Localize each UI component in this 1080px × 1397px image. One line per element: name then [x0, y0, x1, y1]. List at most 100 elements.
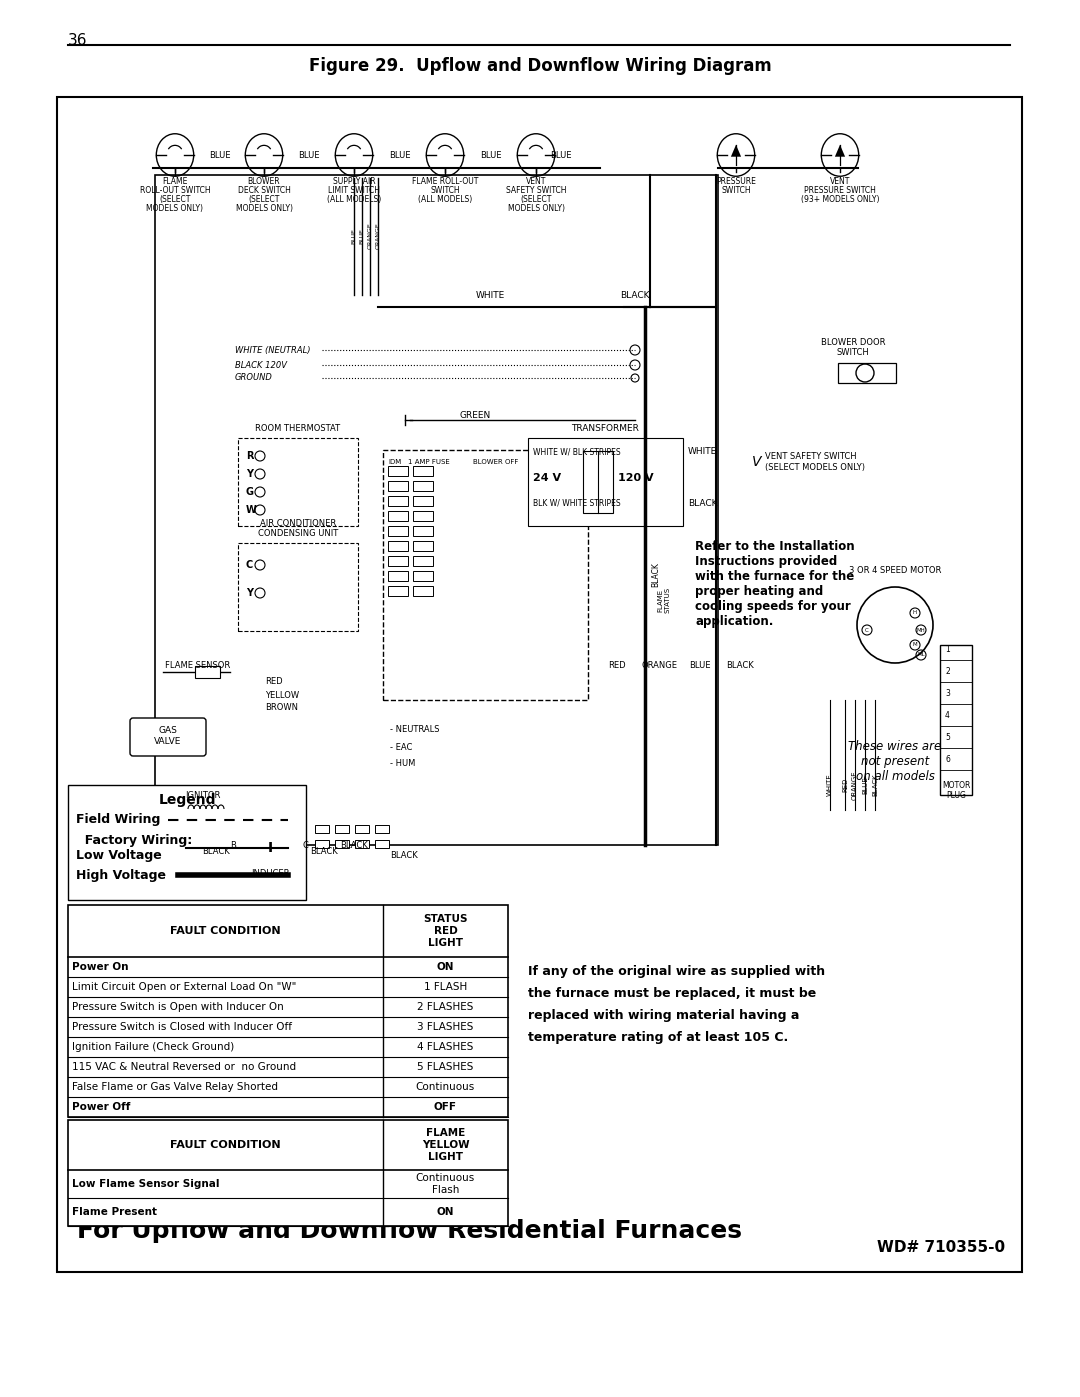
Text: AIR CONDITIONER
CONDENSING UNIT: AIR CONDITIONER CONDENSING UNIT	[258, 518, 338, 538]
Text: SUPPLY AIR: SUPPLY AIR	[333, 177, 376, 186]
Text: PRESSURE: PRESSURE	[716, 177, 756, 186]
Text: Refer to the Installation
Instructions provided
with the furnace for the
proper : Refer to the Installation Instructions p…	[696, 541, 854, 629]
Bar	[185, 803, 230, 814]
Text: ROOM THERMOSTAT: ROOM THERMOSTAT	[256, 425, 340, 433]
Text: Limit Circuit Open or External Load On "W": Limit Circuit Open or External Load On "…	[72, 982, 296, 992]
Text: Pressure Switch is Closed with Inducer Off: Pressure Switch is Closed with Inducer O…	[72, 1023, 292, 1032]
Text: Power Off: Power Off	[72, 1102, 131, 1112]
Text: FLAME: FLAME	[657, 588, 663, 612]
Text: 5 FLASHES: 5 FLASHES	[417, 1062, 474, 1071]
Text: 6: 6	[945, 756, 950, 764]
Text: (SELECT: (SELECT	[521, 196, 552, 204]
Bar	[315, 840, 329, 848]
Text: High Voltage: High Voltage	[76, 869, 166, 882]
Bar	[383, 450, 588, 700]
Text: BLACK: BLACK	[390, 851, 418, 859]
Text: GREEN: GREEN	[459, 411, 490, 419]
Text: RED: RED	[265, 676, 283, 686]
Text: BLACK: BLACK	[310, 847, 338, 855]
Bar	[388, 511, 408, 521]
Bar	[355, 840, 369, 848]
Bar	[238, 439, 357, 527]
Bar	[68, 1120, 508, 1227]
Text: STATUS
RED
LIGHT: STATUS RED LIGHT	[423, 914, 468, 949]
Text: RED: RED	[608, 661, 625, 669]
Text: ML: ML	[917, 652, 924, 658]
Text: W: W	[246, 504, 257, 515]
Text: For Upflow and Downflow Residential Furnaces: For Upflow and Downflow Residential Furn…	[77, 1220, 742, 1243]
Text: (ALL MODELS): (ALL MODELS)	[327, 196, 381, 204]
Bar	[315, 826, 329, 833]
Text: Field Wiring: Field Wiring	[76, 813, 160, 827]
Text: Continuous: Continuous	[416, 1083, 475, 1092]
Text: VENT SAFETY SWITCH
(SELECT MODELS ONLY): VENT SAFETY SWITCH (SELECT MODELS ONLY)	[765, 453, 865, 472]
Text: WHITE: WHITE	[688, 447, 717, 457]
Text: - EAC: - EAC	[390, 743, 413, 753]
Text: Legend: Legend	[159, 793, 216, 807]
Text: (SELECT: (SELECT	[160, 196, 191, 204]
Text: ORANGE: ORANGE	[367, 222, 373, 250]
Text: BLUE: BLUE	[689, 661, 711, 669]
Bar	[68, 905, 508, 1118]
Text: Ignition Failure (Check Ground): Ignition Failure (Check Ground)	[72, 1042, 234, 1052]
Text: 3: 3	[945, 690, 950, 698]
Text: ROLL-OUT SWITCH: ROLL-OUT SWITCH	[139, 186, 211, 196]
Text: ON: ON	[436, 963, 455, 972]
Text: 3 FLASHES: 3 FLASHES	[417, 1023, 474, 1032]
Text: BLACK: BLACK	[872, 774, 878, 796]
Text: 4: 4	[945, 711, 950, 721]
Bar	[413, 571, 433, 581]
Text: 3 OR 4 SPEED MOTOR: 3 OR 4 SPEED MOTOR	[849, 566, 941, 576]
Bar	[335, 840, 349, 848]
Text: DECK SWITCH: DECK SWITCH	[238, 186, 291, 196]
Text: 1 FLASH: 1 FLASH	[423, 982, 468, 992]
Bar	[388, 527, 408, 536]
Bar	[355, 826, 369, 833]
Bar	[57, 96, 1022, 1273]
Bar	[335, 826, 349, 833]
Bar	[413, 527, 433, 536]
Text: H: H	[913, 610, 917, 616]
Text: 4 FLASHES: 4 FLASHES	[417, 1042, 474, 1052]
Bar	[413, 467, 433, 476]
Text: BLACK: BLACK	[620, 291, 650, 299]
Text: BLUE: BLUE	[298, 151, 320, 161]
Text: MOTOR
PLUG: MOTOR PLUG	[942, 781, 970, 800]
Bar	[388, 541, 408, 550]
Text: BLUE: BLUE	[351, 228, 356, 244]
Text: 36: 36	[68, 34, 87, 47]
FancyBboxPatch shape	[130, 718, 206, 756]
Text: VENT: VENT	[526, 177, 546, 186]
Text: Y: Y	[246, 469, 253, 479]
Text: 120 V: 120 V	[618, 474, 653, 483]
Text: Continuous
Flash: Continuous Flash	[416, 1173, 475, 1194]
Text: BLACK: BLACK	[651, 563, 660, 587]
Text: BLUE: BLUE	[862, 777, 868, 793]
Text: temperature rating of at least 105 C.: temperature rating of at least 105 C.	[528, 1031, 788, 1044]
Text: Flame Present: Flame Present	[72, 1207, 157, 1217]
Bar	[68, 785, 306, 900]
Text: FAULT CONDITION: FAULT CONDITION	[171, 926, 281, 936]
Text: BLK W/ WHITE STRIPES: BLK W/ WHITE STRIPES	[534, 499, 621, 507]
Text: BLOWER DOOR
SWITCH: BLOWER DOOR SWITCH	[821, 338, 886, 358]
Text: G: G	[246, 488, 254, 497]
Text: FLAME
YELLOW
LIGHT: FLAME YELLOW LIGHT	[421, 1127, 470, 1162]
Text: - NEUTRALS: - NEUTRALS	[390, 725, 440, 735]
Text: FAULT CONDITION: FAULT CONDITION	[171, 1140, 281, 1150]
Bar	[528, 439, 683, 527]
Polygon shape	[731, 145, 741, 156]
Text: 2 FLASHES: 2 FLASHES	[417, 1002, 474, 1011]
Text: 1 AMP FUSE: 1 AMP FUSE	[408, 460, 449, 465]
Text: WHITE W/ BLK STRIPES: WHITE W/ BLK STRIPES	[534, 447, 621, 457]
Text: B: B	[230, 841, 235, 849]
Text: 2: 2	[945, 668, 949, 676]
Text: - HUM: - HUM	[390, 759, 416, 767]
Text: MODELS ONLY): MODELS ONLY)	[508, 204, 565, 212]
Text: WHITE (NEUTRAL): WHITE (NEUTRAL)	[235, 345, 311, 355]
Text: BLACK: BLACK	[726, 661, 754, 669]
Text: 115 VAC & Neutral Reversed or  no Ground: 115 VAC & Neutral Reversed or no Ground	[72, 1062, 296, 1071]
Text: MODELS ONLY): MODELS ONLY)	[235, 204, 293, 212]
Text: YELLOW: YELLOW	[265, 690, 299, 700]
Bar	[195, 666, 220, 678]
Text: R: R	[246, 451, 254, 461]
